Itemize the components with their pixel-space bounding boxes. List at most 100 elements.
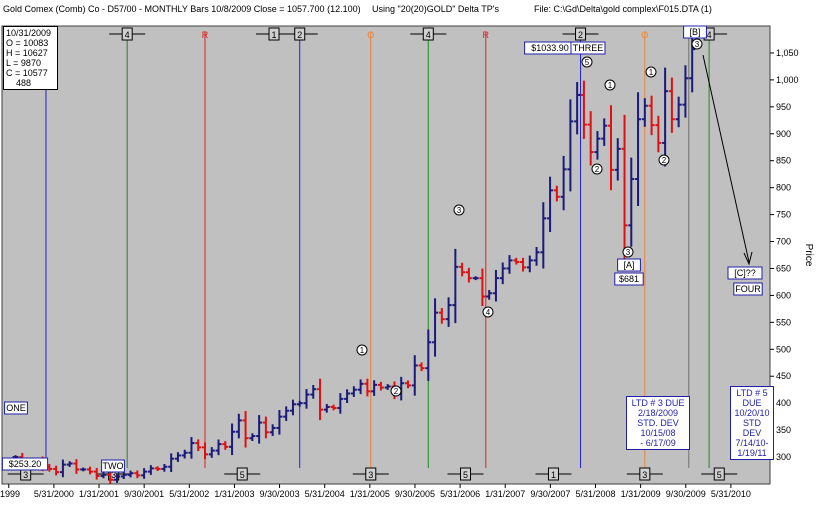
wave-count-circle bbox=[581, 56, 593, 68]
projection-arrowhead bbox=[743, 251, 753, 266]
y-tick-label: 650 bbox=[776, 263, 791, 273]
cycle-label-box bbox=[575, 27, 587, 41]
info-volume: 488 bbox=[16, 78, 32, 88]
y-tick-label: 350 bbox=[776, 425, 791, 435]
ltd5-line: 1/19/11 bbox=[737, 448, 767, 458]
x-tick-label: 5/31/2010 bbox=[711, 489, 751, 499]
y-tick-label: 450 bbox=[776, 371, 791, 381]
wave-c-label: [C]?? bbox=[734, 268, 756, 278]
chart-header-title: Gold Comex (Comb) Co - D57/00 - MONTHLY … bbox=[3, 4, 361, 14]
x-tick-label: 5/31/2008 bbox=[575, 489, 615, 499]
annotations: ONE $253.20 TWO $1033.90 THREE [A] $681 [B] [C]?… bbox=[1, 25, 763, 473]
y-tick-label: 300 bbox=[776, 452, 791, 462]
wave-count-circle bbox=[356, 344, 368, 356]
info-date: 10/31/2009 bbox=[6, 28, 52, 38]
x-tick-label: 1/31/2009 bbox=[621, 489, 661, 499]
x-tick-label: 1/31/2001 bbox=[79, 489, 119, 499]
wave-count-circle bbox=[390, 385, 402, 397]
wave-count-label: 1 bbox=[608, 81, 613, 90]
wave-four-label-box bbox=[733, 282, 763, 296]
x-tick-label: 5/31/2004 bbox=[305, 489, 345, 499]
high-price-label: $1033.90 bbox=[531, 43, 569, 53]
cycle-top-label: 4 bbox=[707, 30, 712, 40]
y-axis-label: Price bbox=[803, 244, 814, 267]
wave-count-label: 3 bbox=[626, 248, 631, 257]
x-tick-label: 9/30/2003 bbox=[260, 489, 300, 499]
wave-b-label: [B] bbox=[689, 27, 700, 37]
ltd5-line: DUE bbox=[742, 398, 762, 408]
wave-count-label: 3 bbox=[695, 40, 700, 49]
y-tick-label: 550 bbox=[776, 317, 791, 327]
y-tick-label: 600 bbox=[776, 290, 791, 300]
y-tick-label: 800 bbox=[776, 183, 791, 193]
wave-three-label: THREE bbox=[573, 43, 604, 53]
wave-a-label-box bbox=[617, 258, 641, 272]
info-close: C = 10577 bbox=[6, 68, 48, 78]
y-tick-label: 950 bbox=[776, 102, 791, 112]
cycle-top-label: 1 bbox=[272, 30, 277, 40]
y-tick-label: 400 bbox=[776, 398, 791, 408]
cycle-bottom-label: 3 bbox=[368, 470, 373, 480]
cycle-label-box bbox=[460, 467, 472, 481]
info-high: H = 10627 bbox=[6, 48, 48, 58]
cycle-bottom-label: 3 bbox=[111, 470, 116, 480]
wave-a-label: [A] bbox=[623, 260, 634, 270]
x-tick-label: 1/31/2007 bbox=[485, 489, 525, 499]
wave-count-circle bbox=[658, 154, 670, 166]
y-tick-label: 700 bbox=[776, 237, 791, 247]
wave-count-circle bbox=[645, 66, 657, 78]
x-tick-label: 9/30/2001 bbox=[124, 489, 164, 499]
x-tick-label: /1999 bbox=[0, 489, 20, 499]
wave-count-circle bbox=[453, 204, 465, 216]
wave-count-label: 4 bbox=[486, 308, 491, 317]
wave-count-label: 2 bbox=[662, 156, 667, 165]
cycle-label-box bbox=[713, 467, 725, 481]
wave-three-label-box bbox=[570, 41, 606, 55]
ltd5-line: 7/14/10- bbox=[735, 438, 769, 448]
wave-count-label: 1 bbox=[360, 346, 365, 355]
ltd3-line: LTD # 3 DUE bbox=[631, 398, 685, 408]
cycle-top-label: 4 bbox=[426, 30, 431, 40]
wave-count-label: 3 bbox=[457, 206, 462, 215]
cycle-label-box bbox=[121, 27, 133, 41]
wave-one-label-box bbox=[4, 401, 28, 415]
chart-header-method: Using "20(20)GOLD" Delta TP's bbox=[372, 4, 499, 14]
wave-c-label-box bbox=[727, 266, 763, 280]
cycle-bottom-label: 5 bbox=[463, 470, 468, 480]
x-tick-label: 9/30/2009 bbox=[666, 489, 706, 499]
cycle-label-box bbox=[294, 27, 306, 41]
y-axis: 300 350 400 450 500 550 600 650 700 750 800 850 900 9… bbox=[770, 48, 799, 462]
y-tick-label: 1,050 bbox=[776, 48, 799, 58]
cycle-bottom-label: 5 bbox=[240, 470, 245, 480]
wave-count-label: 1 bbox=[649, 68, 654, 77]
wave-count-circle bbox=[604, 79, 616, 91]
ltd3-line: 10/15/08 bbox=[640, 428, 676, 438]
ltd3-line: 2/18/2009 bbox=[637, 408, 679, 418]
cycle-label-box bbox=[365, 467, 377, 481]
cycle-bottom-label: 5 bbox=[717, 470, 722, 480]
a-price-label-box bbox=[614, 272, 644, 286]
x-tick-label: 5/31/2006 bbox=[440, 489, 480, 499]
ltd5-line: 10/20/10 bbox=[734, 408, 770, 418]
x-axis: /1999 5/31/2000 1/31/2001 9/30/2001 5/31/200… bbox=[0, 484, 751, 499]
low-price-label-box bbox=[1, 457, 49, 471]
cycle-label-box bbox=[236, 467, 248, 481]
cycle-label-box bbox=[422, 27, 434, 41]
ltd5-note: LTD # 5 DUE 10/20/10 STD DEV 7/14/10- 1/… bbox=[730, 386, 774, 460]
wave-count-circle bbox=[482, 306, 494, 318]
ltd3-note: LTD # 3 DUE 2/18/2009 STD. DEV 10/15/08 … bbox=[626, 396, 690, 450]
wave-two-label: TWO bbox=[103, 461, 124, 471]
ltd3-line: - 6/17/09 bbox=[640, 438, 676, 448]
wave-count-circle bbox=[691, 38, 703, 50]
wave-four-label: FOUR bbox=[735, 284, 761, 294]
y-tick-label: 850 bbox=[776, 156, 791, 166]
y-tick-label: 900 bbox=[776, 129, 791, 139]
wave-count-label: 5 bbox=[585, 58, 590, 67]
chart-header-file: File: C:\Gd\Delta\gold complex\F015.DTA … bbox=[534, 4, 712, 14]
y-tick-label: 500 bbox=[776, 344, 791, 354]
a-price-label: $681 bbox=[619, 274, 639, 284]
wave-one-label: ONE bbox=[6, 403, 26, 413]
wave-b-label-box bbox=[683, 25, 707, 39]
x-tick-label: 9/30/2007 bbox=[530, 489, 570, 499]
